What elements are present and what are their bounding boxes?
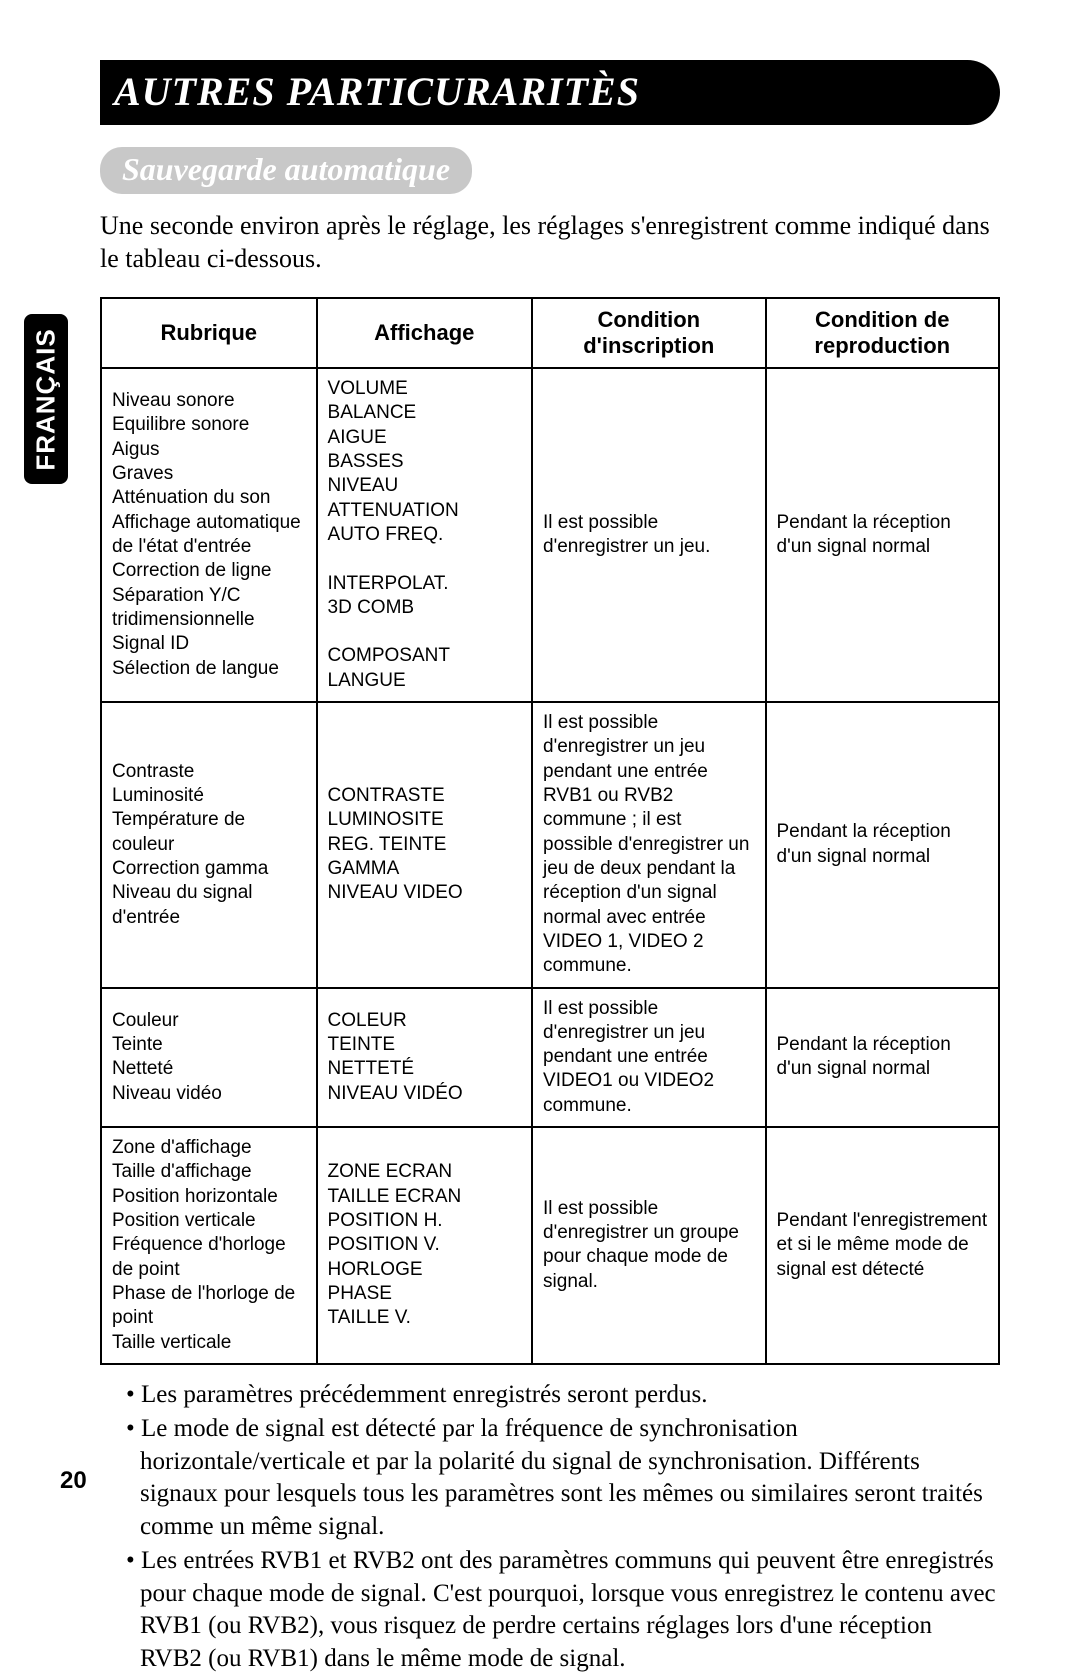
cell-cond-repro: Pendant la réception d'un signal normal xyxy=(766,368,1000,702)
cell-cond-repro: Pendant la réception d'un signal normal xyxy=(766,702,1000,987)
cell-cond-inscr: Il est possible d'enregistrer un jeu pen… xyxy=(532,988,765,1128)
table-body: Niveau sonore Equilibre sonore Aigus Gra… xyxy=(101,368,999,1364)
page-title-bar: AUTRES PARTICURARITÈS xyxy=(100,60,1000,125)
cell-rubrique: Zone d'affichage Taille d'affichage Posi… xyxy=(101,1127,317,1364)
table-row: Couleur Teinte Netteté Niveau vidéo COLE… xyxy=(101,988,999,1128)
cell-cond-repro: Pendant la réception d'un signal normal xyxy=(766,988,1000,1128)
page-title: AUTRES PARTICURARITÈS xyxy=(114,69,640,114)
table-header-row: Rubrique Affichage Condition d'inscripti… xyxy=(101,298,999,368)
cell-cond-inscr: Il est possible d'enregistrer un jeu pen… xyxy=(532,702,765,987)
language-side-tab: FRANÇAIS xyxy=(24,314,68,484)
th-cond-reproduction: Condition de reproduction xyxy=(766,298,1000,368)
note-item: Les paramètres précédemment enregistrés … xyxy=(126,1379,1000,1412)
cell-rubrique: Contraste Luminosité Température de coul… xyxy=(101,702,317,987)
note-item: Les entrées RVB1 et RVB2 ont des paramèt… xyxy=(126,1545,1000,1675)
cell-rubrique: Couleur Teinte Netteté Niveau vidéo xyxy=(101,988,317,1128)
section-subtitle: Sauvegarde automatique xyxy=(100,147,472,194)
page-number: 20 xyxy=(60,1467,87,1495)
th-affichage: Affichage xyxy=(317,298,533,368)
table-row: Niveau sonore Equilibre sonore Aigus Gra… xyxy=(101,368,999,702)
cell-cond-repro: Pendant l'enregistrement et si le même m… xyxy=(766,1127,1000,1364)
language-label: FRANÇAIS xyxy=(31,328,62,470)
cell-affichage: VOLUME BALANCE AIGUE BASSES NIVEAU ATTEN… xyxy=(317,368,533,702)
cell-cond-inscr: Il est possible d'enregistrer un groupe … xyxy=(532,1127,765,1364)
notes-list: Les paramètres précédemment enregistrés … xyxy=(100,1379,1000,1675)
cell-rubrique: Niveau sonore Equilibre sonore Aigus Gra… xyxy=(101,368,317,702)
document-page: AUTRES PARTICURARITÈS Sauvegarde automat… xyxy=(0,0,1080,1535)
th-cond-inscription: Condition d'inscription xyxy=(532,298,765,368)
intro-paragraph: Une seconde environ après le réglage, le… xyxy=(100,210,1000,275)
cell-affichage: ZONE ECRAN TAILLE ECRAN POSITION H. POSI… xyxy=(317,1127,533,1364)
cell-affichage: COLEUR TEINTE NETTETÉ NIVEAU VIDÉO xyxy=(317,988,533,1128)
table-row: Zone d'affichage Taille d'affichage Posi… xyxy=(101,1127,999,1364)
cell-affichage: CONTRASTE LUMINOSITE REG. TEINTE GAMMA N… xyxy=(317,702,533,987)
table-row: Contraste Luminosité Température de coul… xyxy=(101,702,999,987)
note-item: Le mode de signal est détecté par la fré… xyxy=(126,1413,1000,1543)
cell-cond-inscr: Il est possible d'enregistrer un jeu. xyxy=(532,368,765,702)
subtitle-wrap: Sauvegarde automatique xyxy=(100,147,1000,194)
settings-table: Rubrique Affichage Condition d'inscripti… xyxy=(100,297,1000,1365)
th-rubrique: Rubrique xyxy=(101,298,317,368)
